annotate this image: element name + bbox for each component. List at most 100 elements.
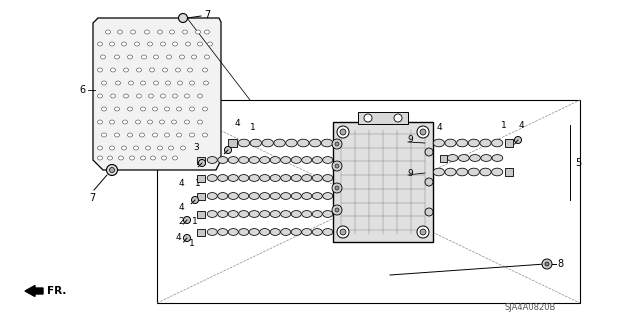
Ellipse shape (301, 174, 312, 182)
Ellipse shape (115, 81, 120, 85)
Ellipse shape (445, 139, 456, 147)
Ellipse shape (310, 139, 321, 147)
Polygon shape (93, 18, 221, 170)
Ellipse shape (456, 168, 468, 176)
Circle shape (545, 262, 549, 266)
Text: 1: 1 (195, 179, 201, 188)
Ellipse shape (228, 174, 238, 182)
Ellipse shape (207, 211, 218, 218)
Ellipse shape (154, 55, 159, 59)
Ellipse shape (150, 156, 156, 160)
Ellipse shape (191, 55, 196, 59)
Circle shape (335, 164, 339, 168)
Ellipse shape (249, 174, 259, 182)
Ellipse shape (109, 42, 115, 46)
Ellipse shape (97, 68, 102, 72)
Ellipse shape (134, 42, 140, 46)
Ellipse shape (492, 168, 503, 176)
Text: 5: 5 (575, 158, 581, 168)
Text: 6: 6 (79, 85, 85, 95)
Text: 7: 7 (89, 193, 95, 203)
Ellipse shape (291, 193, 301, 199)
Ellipse shape (147, 120, 152, 124)
Ellipse shape (323, 157, 333, 163)
Ellipse shape (179, 55, 184, 59)
Ellipse shape (118, 30, 122, 34)
Text: 1: 1 (192, 217, 198, 226)
Ellipse shape (260, 193, 270, 199)
Ellipse shape (122, 146, 127, 150)
Ellipse shape (109, 120, 115, 124)
Ellipse shape (140, 133, 145, 137)
Circle shape (109, 167, 115, 173)
Ellipse shape (433, 139, 444, 147)
Ellipse shape (298, 139, 309, 147)
Ellipse shape (207, 157, 218, 163)
Ellipse shape (141, 156, 145, 160)
Ellipse shape (164, 107, 170, 111)
Ellipse shape (184, 120, 189, 124)
Ellipse shape (281, 193, 291, 199)
Circle shape (420, 229, 426, 235)
Ellipse shape (270, 157, 280, 163)
Ellipse shape (157, 146, 163, 150)
Ellipse shape (136, 94, 141, 98)
Ellipse shape (127, 107, 132, 111)
Ellipse shape (159, 120, 164, 124)
Circle shape (417, 126, 429, 138)
Ellipse shape (202, 133, 207, 137)
Ellipse shape (145, 146, 150, 150)
Ellipse shape (177, 133, 182, 137)
Ellipse shape (180, 146, 186, 150)
Text: 3: 3 (193, 144, 199, 152)
Ellipse shape (106, 30, 111, 34)
Ellipse shape (202, 68, 207, 72)
Ellipse shape (177, 107, 182, 111)
Circle shape (340, 129, 346, 135)
Ellipse shape (301, 211, 312, 218)
Ellipse shape (115, 107, 120, 111)
Ellipse shape (323, 211, 333, 218)
Ellipse shape (136, 120, 141, 124)
Ellipse shape (291, 157, 301, 163)
Text: 2: 2 (178, 217, 184, 226)
Ellipse shape (173, 156, 177, 160)
Ellipse shape (108, 156, 113, 160)
Ellipse shape (281, 211, 291, 218)
Ellipse shape (129, 81, 134, 85)
Ellipse shape (97, 94, 102, 98)
Ellipse shape (239, 174, 249, 182)
Ellipse shape (270, 229, 280, 235)
Bar (197, 157, 205, 164)
Ellipse shape (228, 193, 238, 199)
Ellipse shape (198, 94, 202, 98)
Text: 4: 4 (436, 123, 442, 132)
Text: 1: 1 (189, 239, 195, 248)
Ellipse shape (198, 42, 202, 46)
Ellipse shape (205, 30, 209, 34)
Text: 1: 1 (501, 121, 507, 130)
Bar (157, 100, 580, 303)
Ellipse shape (218, 174, 228, 182)
Ellipse shape (239, 229, 249, 235)
Ellipse shape (124, 68, 129, 72)
Ellipse shape (184, 94, 189, 98)
Ellipse shape (207, 193, 218, 199)
Text: FR.: FR. (47, 286, 67, 296)
Ellipse shape (270, 193, 280, 199)
Ellipse shape (239, 211, 249, 218)
Bar (197, 192, 205, 199)
Ellipse shape (228, 157, 238, 163)
Ellipse shape (164, 133, 170, 137)
Ellipse shape (102, 81, 106, 85)
Ellipse shape (321, 139, 333, 147)
Ellipse shape (115, 133, 120, 137)
Circle shape (420, 129, 426, 135)
Ellipse shape (127, 133, 132, 137)
Ellipse shape (141, 55, 147, 59)
Text: 1: 1 (250, 123, 256, 132)
Ellipse shape (198, 120, 202, 124)
Circle shape (332, 205, 342, 215)
Ellipse shape (285, 139, 297, 147)
Ellipse shape (281, 174, 291, 182)
